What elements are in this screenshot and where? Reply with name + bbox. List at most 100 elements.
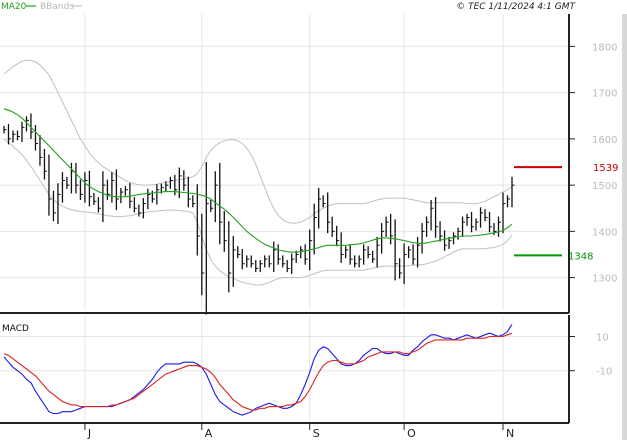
price-levels: 1539 1348 [514, 163, 618, 262]
price-y-tick-label: 1700 [592, 89, 617, 100]
price-bar [30, 113, 34, 139]
price-bar [484, 209, 488, 222]
price-bar [394, 219, 398, 281]
price-bar [21, 121, 25, 143]
price-bar [412, 244, 416, 265]
price-bar [479, 207, 484, 228]
macd-title: MACD [2, 324, 29, 334]
price-bar [416, 236, 421, 268]
price-bar [322, 195, 326, 208]
x-tick-label: N [506, 427, 514, 440]
price-bar [43, 149, 47, 180]
right-axis-strip [622, 14, 627, 440]
price-bar [210, 199, 214, 212]
bollinger-upper-band [3, 59, 513, 224]
price-bar [165, 181, 169, 192]
price-bar [264, 255, 268, 268]
price-bar [106, 179, 110, 200]
x-tick-label: J [87, 427, 91, 440]
price-bar [273, 241, 277, 273]
price-bar [201, 213, 205, 296]
price-bar [407, 246, 412, 259]
price-bar [286, 260, 290, 273]
macd-gridlines [0, 316, 569, 422]
price-bar [421, 223, 425, 254]
price-bar [452, 232, 457, 245]
price-bar [246, 255, 250, 268]
price-bar [75, 162, 79, 194]
price-bar [259, 260, 263, 273]
price-bar [7, 124, 11, 145]
price-bar [475, 218, 479, 231]
macd-panel: MACD 10 -10 [0, 316, 612, 422]
price-bar [354, 255, 358, 268]
price-level-label: 1539 [593, 163, 618, 174]
price-bar [66, 176, 70, 189]
price-y-tick-label: 1800 [592, 42, 617, 53]
price-bar [291, 253, 295, 274]
macd-signal-line [3, 332, 513, 411]
price-bar [102, 171, 106, 223]
price-bar [223, 211, 227, 252]
price-bar [502, 192, 506, 234]
price-bar [385, 216, 389, 237]
legend-bbands-label: BBands [40, 2, 74, 12]
legend: MA20 BBands [1, 2, 82, 12]
price-bar [371, 250, 376, 263]
price-bar [25, 116, 29, 132]
price-bar [187, 176, 191, 208]
price-bar [232, 236, 236, 287]
price-bar [255, 260, 259, 273]
price-bar [205, 162, 209, 315]
x-tick-label: O [407, 427, 416, 440]
price-bar [129, 182, 133, 209]
price-bar [52, 190, 56, 222]
price-y-tick-label: 1500 [592, 181, 617, 192]
price-bar [133, 197, 137, 213]
price-plot-area [0, 14, 569, 310]
price-bar [124, 186, 128, 196]
x-tick-label: S [313, 427, 320, 440]
price-y-tick-label: 1600 [592, 135, 617, 146]
price-bar [12, 130, 16, 143]
price-bar [331, 216, 335, 237]
price-bar [237, 246, 241, 259]
price-bar [497, 216, 502, 237]
price-bar [183, 170, 187, 191]
price-bar [461, 216, 466, 237]
price-bar [228, 221, 232, 293]
price-bar [277, 244, 281, 265]
price-bar [448, 236, 452, 249]
ma20-line [3, 108, 513, 253]
price-bar [250, 255, 254, 268]
price-bar [358, 255, 362, 268]
price-bar [430, 199, 434, 231]
price-bar [93, 192, 97, 206]
price-bar [439, 221, 443, 242]
price-bar [34, 125, 38, 151]
price-bar [336, 225, 340, 247]
price-panel: 1300 1400 1500 1600 1700 1800 1539 1348 [0, 14, 618, 315]
price-bar [219, 162, 223, 245]
price-bar [327, 192, 331, 234]
price-bar [79, 179, 83, 200]
price-bar [120, 187, 124, 204]
price-bar [466, 213, 470, 226]
price-level-label: 1348 [568, 251, 593, 262]
price-bar [398, 258, 403, 279]
price-bar [268, 255, 272, 268]
price-bar [425, 216, 430, 237]
price-bar [214, 171, 218, 223]
price-bar [345, 246, 349, 259]
price-bar [48, 154, 52, 216]
price-bar [57, 183, 61, 224]
price-bar [457, 227, 461, 240]
price-bar [88, 170, 92, 207]
bollinger-lower-band [3, 138, 513, 286]
price-bar [376, 236, 380, 268]
price-bar [169, 176, 173, 189]
price-bar [511, 176, 515, 208]
price-bar [111, 172, 115, 203]
price-bar [147, 188, 151, 210]
